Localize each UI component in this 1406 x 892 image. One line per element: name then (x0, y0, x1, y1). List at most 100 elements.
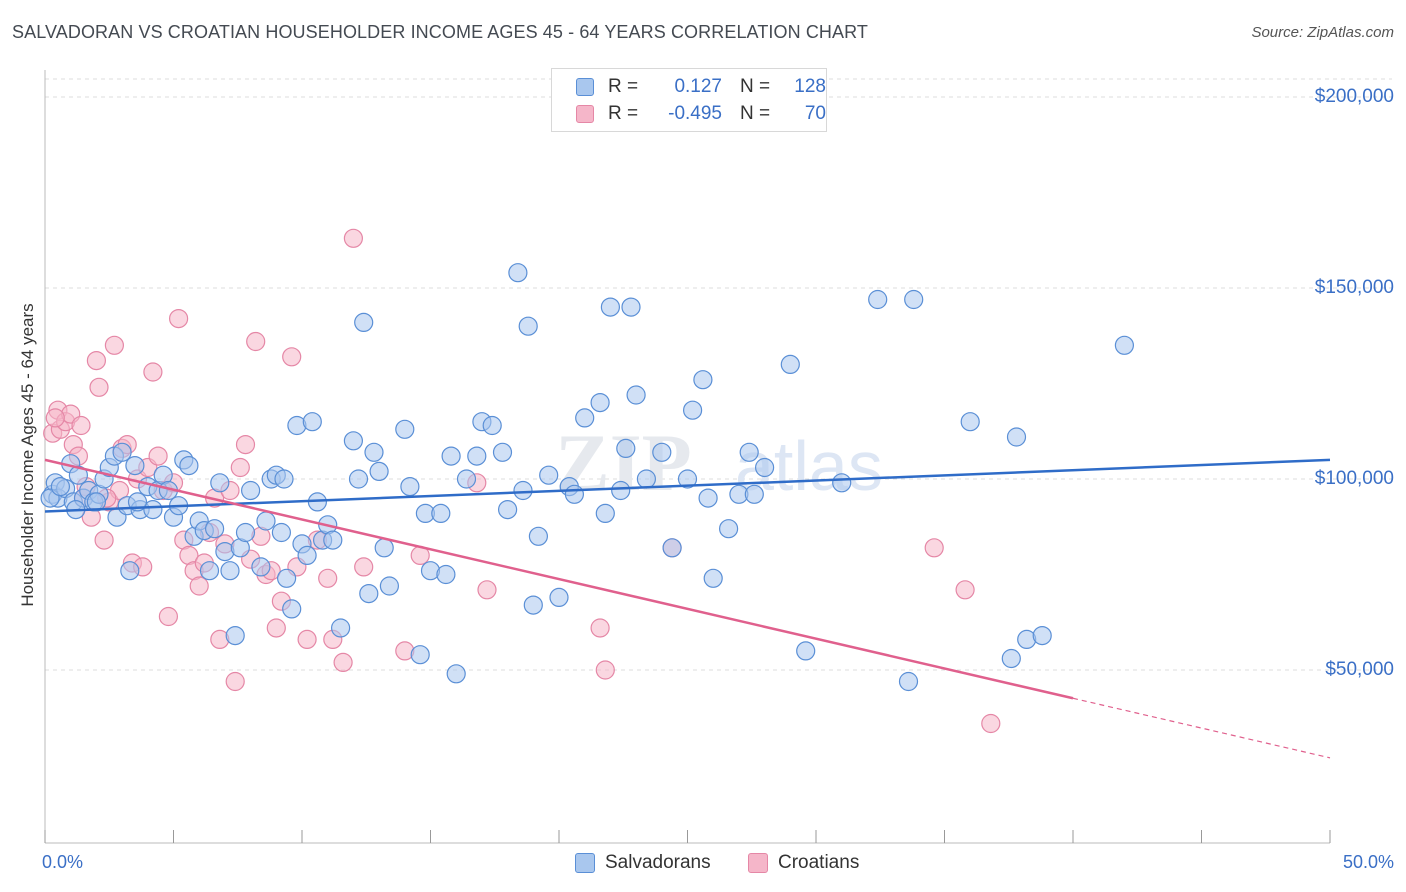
salvadoran-point (441, 446, 461, 466)
croatians-trend-line-extension (1072, 697, 1331, 759)
legend-row-croatians: R = -0.495 N = 70 (576, 102, 826, 126)
blue-swatch-icon (575, 853, 595, 873)
salvadoran-point (220, 561, 240, 581)
salvadoran-point (277, 568, 297, 588)
r-value: 0.127 (674, 76, 722, 97)
salvadoran-point (780, 354, 800, 374)
legend-label: Salvadorans (605, 852, 711, 873)
salvadoran-point (744, 484, 764, 504)
correlation-legend: R = 0.127 N = 128 R = -0.495 N = 70 (551, 68, 827, 132)
salvadorans-trend-line (44, 458, 1331, 513)
salvadoran-point (282, 599, 302, 619)
salvadoran-point (693, 370, 713, 390)
croatian-point (158, 606, 178, 627)
salvadoran-point (274, 469, 294, 489)
croatians-points (43, 228, 1001, 734)
y-tick-label: $50,000 (1325, 659, 1394, 680)
salvadoran-point (271, 522, 291, 543)
salvadoran-point (364, 442, 384, 462)
y-tick-label: $150,000 (1314, 277, 1394, 298)
salvadoran-point (621, 297, 641, 317)
legend-row-salvadorans: R = 0.127 N = 128 (576, 75, 826, 99)
croatian-point (104, 335, 125, 355)
pink-swatch-icon (748, 853, 768, 873)
legend-item-croatians: Croatians (748, 852, 859, 874)
croatian-point (235, 435, 256, 455)
croatian-point (225, 671, 245, 692)
salvadoran-point (523, 595, 543, 615)
salvadoran-point (241, 480, 261, 501)
legend-item-salvadorans: Salvadorans (575, 852, 711, 874)
salvadoran-point (590, 393, 610, 413)
salvadoran-point (616, 438, 636, 458)
croatian-point (477, 580, 497, 600)
salvadoran-point (718, 519, 739, 539)
croatian-point (354, 557, 374, 577)
salvadoran-point (68, 465, 89, 485)
chart-title: SALVADORAN VS CROATIAN HOUSEHOLDER INCOM… (12, 22, 868, 42)
x-tick-label: 50.0% (1342, 852, 1394, 872)
croatian-point (343, 228, 363, 248)
salvadoran-point (611, 480, 631, 501)
salvadoran-point (1114, 335, 1135, 355)
croatian-point (333, 652, 353, 673)
salvadoran-point (677, 469, 698, 489)
watermark: ZIP atlas (555, 417, 883, 508)
chart-source: Source: ZipAtlas.com (1251, 24, 1394, 41)
r-label: R = (608, 76, 639, 97)
salvadoran-point (1006, 427, 1027, 447)
salvadoran-point (251, 557, 271, 577)
croatian-point (590, 618, 610, 638)
salvadoran-point (354, 312, 374, 332)
salvadoran-point (698, 488, 718, 508)
salvadoran-point (498, 500, 518, 520)
trend-lines (44, 458, 1331, 759)
croatian-point (266, 618, 286, 638)
salvadoran-point (467, 446, 487, 466)
r-value: -0.495 (668, 103, 722, 124)
croatian-point (169, 309, 189, 329)
croatian-point (955, 580, 975, 600)
salvadoran-point (518, 316, 538, 336)
croatian-point (143, 362, 163, 382)
salvadoran-point (682, 400, 703, 420)
salvadoran-point (143, 500, 163, 520)
salvadoran-point (120, 561, 140, 581)
salvadoran-point (125, 456, 145, 476)
salvadoran-point (513, 480, 533, 501)
croatian-point (189, 576, 209, 596)
salvadoran-point (754, 457, 775, 478)
salvadoran-point (256, 511, 276, 531)
salvadoran-point (796, 641, 816, 661)
croatian-point (282, 347, 302, 367)
salvadoran-point (528, 526, 549, 546)
croatian-point (94, 530, 114, 550)
salvadoran-point (235, 522, 256, 543)
n-label: N = (740, 76, 771, 97)
salvadoran-point (595, 503, 615, 524)
salvadoran-point (331, 618, 351, 638)
croatian-point (148, 446, 168, 466)
pink-swatch-icon (576, 105, 594, 123)
croatian-point (71, 415, 91, 436)
salvadoran-point (960, 412, 980, 432)
salvadoran-point (359, 583, 379, 604)
salvadoran-point (369, 461, 389, 481)
salvadoran-point (112, 442, 132, 462)
n-value: 70 (804, 103, 826, 124)
salvadoran-point (1001, 648, 1021, 669)
salvadoran-point (600, 297, 621, 317)
salvadoran-point (662, 538, 682, 558)
salvadoran-point (1032, 625, 1052, 646)
salvadoran-point (575, 408, 595, 428)
x-tick-label: 0.0% (42, 852, 84, 872)
salvadoran-point (482, 415, 502, 436)
salvadoran-point (179, 456, 199, 476)
salvadoran-point (564, 484, 585, 504)
salvadoran-point (904, 289, 924, 310)
croatians-trend-line (44, 458, 1074, 700)
croatian-point (246, 331, 266, 352)
salvadoran-point (739, 442, 759, 462)
salvadoran-point (636, 469, 657, 489)
salvadoran-point (508, 263, 528, 283)
